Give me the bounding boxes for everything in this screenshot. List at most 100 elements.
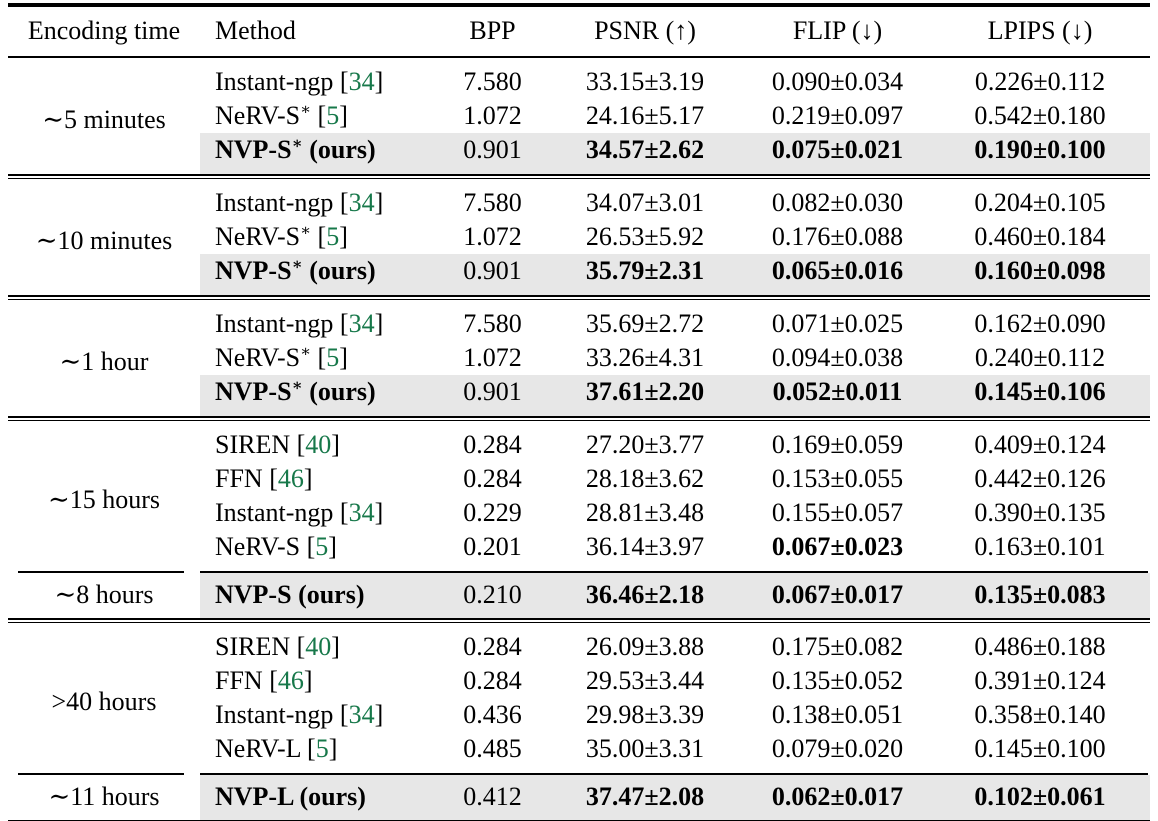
cite-bracket-close: ] [331,632,340,661]
cite-bracket-open: [ [296,632,306,661]
partial-rule-left-cell [8,571,200,573]
cite-bracket-close: ] [374,67,384,96]
header-row: Encoding time Method BPP PSNR (↑) FLIP (… [8,5,1150,58]
citation-link[interactable]: 34 [348,67,375,96]
partial-rule-row [8,773,1150,775]
partial-rule-left-cell [8,773,200,775]
bpp-cell: 0.284 [463,666,522,695]
method-superscript: ∗ [291,377,303,395]
method-cell: NVP-S∗ (ours) [200,133,440,174]
lpips-cell: 0.226±0.112 [974,67,1106,96]
flip-cell: 0.175±0.082 [771,632,904,661]
partial-rule-left [18,773,184,775]
lpips-cell: 0.204±0.105 [974,188,1106,217]
citation-link[interactable]: 34 [348,188,375,217]
flip-cell: 0.219±0.097 [771,101,904,130]
citation-link[interactable]: 5 [326,101,340,130]
flip-cell: 0.067±0.023 [771,532,904,561]
flip-cell: 0.067±0.017 [745,573,930,618]
psnr-cell: 37.47±2.08 [545,775,745,821]
psnr-cell: 35.79±2.31 [545,254,745,295]
table-row: ∼11 hours NVP-L (ours) 0.412 37.47±2.08 0.06… [8,775,1150,821]
citation-link[interactable]: 46 [277,464,304,493]
bpp-cell: 0.485 [463,734,522,763]
method-cell: NeRV-S [5] [200,530,440,571]
time-cell: ∼8 hours [54,580,154,609]
cite-bracket-open: [ [269,464,278,493]
cite-bracket-close: ] [328,532,337,561]
cite-bracket-close: ] [374,700,384,729]
citation-link[interactable]: 40 [305,632,332,661]
cite-bracket-close: ] [339,222,348,251]
bpp-cell: 0.201 [463,532,522,561]
method-superscript: ∗ [300,101,312,119]
method-name: Instant-ngp [215,700,334,729]
method-superscript: ∗ [300,222,312,240]
lpips-cell: 0.163±0.101 [974,532,1106,561]
flip-cell: 0.090±0.034 [771,67,904,96]
table-row: NeRV-L [5] 0.485 35.00±3.31 0.079±0.020 0.14… [8,732,1150,773]
method-name: SIREN [215,430,291,459]
table-row: FFN [46] 0.284 29.53±3.44 0.135±0.052 0.391±… [8,664,1150,698]
cite-bracket-open: [ [317,222,327,251]
group-separator-row [8,295,1150,300]
lpips-cell: 0.542±0.180 [974,101,1106,130]
col-header-bpp: BPP [440,5,545,58]
table-row: ∼8 hours NVP-S (ours) 0.210 36.46±2.18 0.067… [8,573,1150,618]
citation-link[interactable]: 5 [315,532,329,561]
cite-bracket-open: [ [339,498,349,527]
lpips-cell: 0.145±0.100 [974,734,1106,763]
table-row: Instant-ngp [34] 0.229 28.81±3.48 0.155±0.0… [8,496,1150,530]
lpips-cell: 0.460±0.184 [974,222,1106,251]
flip-cell: 0.075±0.021 [745,133,930,174]
lpips-cell: 0.160±0.098 [930,254,1150,295]
method-cell: NVP-S∗ (ours) [200,375,440,416]
table-row: NVP-S∗ (ours) 0.901 35.79±2.31 0.065±0.016 0… [8,254,1150,295]
partial-rule-right-cell [200,571,1150,573]
psnr-cell: 28.81±3.48 [585,498,705,527]
bpp-cell: 1.072 [463,222,522,251]
method-name: NVP-L [215,782,293,811]
cite-bracket-close: ] [374,188,384,217]
citation-link[interactable]: 46 [277,666,304,695]
bpp-cell: 0.901 [440,254,545,295]
cite-bracket-open: [ [296,430,306,459]
partial-rule-right [200,773,1148,775]
method-cell: NVP-S (ours) [200,573,440,618]
citation-link[interactable]: 5 [326,343,340,372]
method-name: NVP-S [215,135,292,164]
flip-cell: 0.062±0.017 [745,775,930,821]
time-cell: >40 hours [51,686,157,716]
cite-bracket-open: [ [269,666,278,695]
cite-bracket-close: ] [331,430,340,459]
group-separator-row [8,174,1150,179]
citation-link[interactable]: 34 [348,700,375,729]
citation-link[interactable]: 40 [305,430,332,459]
method-cell: NVP-L (ours) [200,775,440,821]
partial-rule-right-cell [200,773,1150,775]
flip-cell: 0.176±0.088 [771,222,904,251]
method-cell: SIREN [40] [200,421,440,462]
method-name: NeRV-S [215,101,301,130]
citation-link[interactable]: 34 [348,498,375,527]
citation-link[interactable]: 5 [326,222,340,251]
double-rule [8,416,1150,421]
method-superscript: ∗ [291,256,303,274]
cite-bracket-open: [ [317,343,327,372]
table-row: NeRV-S∗ [5] 1.072 33.26±4.31 0.094±0.038 0.2… [8,341,1150,375]
citation-link[interactable]: 5 [315,734,329,763]
table-row: NeRV-S∗ [5] 1.072 26.53±5.92 0.176±0.088 0.4… [8,220,1150,254]
lpips-cell: 0.358±0.140 [974,700,1106,729]
method-superscript: ∗ [300,343,312,361]
method-name: NeRV-S [215,222,301,251]
table-body: ∼5 minutes Instant-ngp [34] 7.580 33.15±3.1… [8,57,1150,821]
cite-bracket-open: [ [307,734,316,763]
citation-link[interactable]: 34 [348,309,375,338]
table-row: ∼15 hours SIREN [40] 0.284 27.20±3.77 0.169±… [8,421,1150,514]
psnr-cell: 33.26±4.31 [585,343,705,372]
flip-cell: 0.094±0.038 [771,343,904,372]
flip-cell: 0.082±0.030 [771,188,904,217]
table-row: >40 hours SIREN [40] 0.284 26.09±3.88 0.175±… [8,623,1150,716]
cite-bracket-close: ] [339,343,348,372]
method-cell: Instant-ngp [34] [200,698,440,732]
